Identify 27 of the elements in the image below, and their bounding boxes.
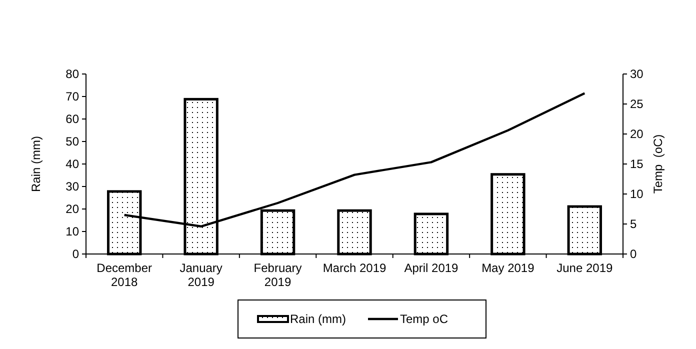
y2-tick-label: 20 [630,127,644,141]
y-axis-title: Rain (mm) [29,136,43,192]
y-tick-label: 0 [72,247,80,261]
y2-tick-label: 5 [630,217,637,231]
x-tick-label: February 2019 [254,261,302,289]
x-tick-label: June 2019 [556,261,613,275]
y2-axis-title: Temp (oC) [651,134,665,194]
legend-label: Temp oC [400,312,448,326]
y2-tick-label: 30 [630,67,644,81]
x-tick-label: May 2019 [482,261,535,275]
y-tick-label: 30 [66,180,80,194]
y-tick-label: 40 [66,157,80,171]
y-tick-label: 20 [66,202,80,216]
y2-tick-label: 15 [630,157,644,171]
x-tick-label: December 2018 [96,261,152,289]
y-tick-label: 10 [66,224,80,238]
y-tick-label: 80 [66,67,80,81]
x-tick-label: March 2019 [322,261,387,275]
x-tick-label: January 2019 [180,261,222,289]
y2-tick-label: 0 [630,247,637,261]
y-tick-label: 60 [66,112,80,126]
y2-tick-label: 10 [630,187,644,201]
y-tick-label: 70 [66,90,80,104]
x-tick-label: April 2019 [404,261,459,275]
legend-label: Rain (mm) [290,312,346,326]
y2-tick-label: 25 [630,97,644,111]
y-tick-label: 50 [66,134,80,148]
